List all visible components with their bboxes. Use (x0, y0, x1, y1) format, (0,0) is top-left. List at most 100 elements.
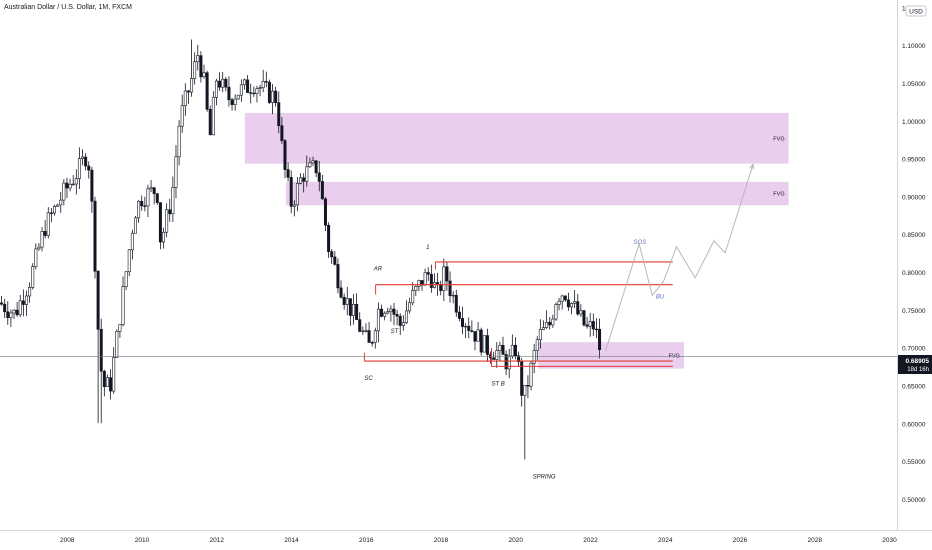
candle-body (461, 318, 465, 327)
candle-body (140, 200, 144, 207)
candle-body (345, 298, 349, 305)
candle-body (414, 286, 418, 291)
candle-body (43, 231, 47, 236)
candle-body (12, 309, 16, 314)
candle-body (364, 330, 368, 332)
price-tick-label: 1.00000 (902, 119, 926, 126)
candle-body (180, 105, 184, 127)
candle-body (112, 357, 116, 392)
candle-body (62, 182, 66, 201)
candle-body (464, 325, 468, 328)
candle-body (513, 344, 517, 357)
price-axis[interactable]: 1.150001.100001.050001.000000.950000.900… (902, 5, 927, 504)
annotation-label: ST B (491, 381, 504, 387)
candle-body (566, 299, 570, 308)
currency-badge[interactable] (905, 5, 927, 17)
candle-body (59, 199, 63, 206)
candle-body (46, 212, 50, 236)
price-tick-label: 0.60000 (902, 421, 926, 428)
candle-body (227, 86, 231, 100)
candle-body (143, 205, 147, 207)
candle-body (84, 156, 88, 167)
candle-body (190, 78, 194, 93)
annotation-label: 1 (426, 245, 429, 251)
candle-body (598, 328, 602, 350)
candle-body (470, 330, 474, 332)
candle-body (292, 204, 296, 207)
candle-body (274, 90, 278, 103)
candle-body (308, 162, 312, 168)
candle-body (507, 355, 511, 370)
candle-body (442, 266, 446, 291)
candle-body (90, 169, 94, 202)
candle-body (401, 322, 405, 326)
candle-body (501, 345, 505, 355)
annotation-label: SC (364, 376, 373, 382)
time-tick-label: 2020 (509, 537, 524, 544)
candle-body (492, 357, 496, 360)
candle-body (105, 377, 109, 387)
candle-body (177, 125, 181, 158)
candle-body (149, 187, 153, 190)
candle-body (579, 310, 583, 315)
candle-body (392, 308, 396, 315)
candle-body (174, 156, 178, 188)
candle-body (473, 331, 477, 342)
candle-body (77, 158, 81, 179)
projection-line (605, 164, 754, 352)
candle-body (230, 99, 234, 105)
candle-body (115, 331, 119, 358)
candle-body (504, 354, 508, 370)
candle-body (367, 330, 371, 343)
candle-body (31, 266, 35, 288)
candle-body (398, 315, 402, 326)
candle-body (554, 304, 558, 320)
candle-body (451, 294, 455, 297)
candle-body (186, 90, 190, 93)
candle-body (573, 301, 577, 304)
candle-body (252, 92, 256, 95)
countdown-label: 18d 16h (907, 367, 929, 373)
candle-body (171, 187, 175, 215)
price-tick-label: 0.85000 (902, 232, 926, 239)
candle-body (529, 362, 533, 387)
candle-body (264, 81, 268, 83)
candle-body (96, 270, 100, 330)
annotation-label: SOS (634, 240, 647, 246)
time-tick-label: 2026 (733, 537, 748, 544)
candle-body (99, 328, 103, 372)
fvg-zone (244, 112, 789, 164)
fvg-label: FVG (773, 136, 784, 142)
candle-body (588, 321, 592, 327)
candle-body (383, 312, 387, 317)
candles (0, 39, 897, 460)
time-axis[interactable]: 2008 2010 2012 2014 2016 2018 2020 2022 2024 2026… (60, 537, 897, 544)
candle-body (548, 321, 552, 326)
candle-body (445, 266, 449, 282)
candle-body (423, 272, 427, 286)
candle-body (34, 248, 38, 267)
candle-body (439, 284, 443, 291)
candle-body (211, 97, 215, 136)
price-tick-label: 1.10000 (902, 43, 926, 50)
candle-body (130, 232, 134, 251)
candle-body (317, 172, 321, 182)
price-tick-label: 0.55000 (902, 459, 926, 466)
candle-body (233, 98, 237, 105)
candle-body (408, 302, 412, 312)
candle-body (479, 329, 483, 353)
candle-body (277, 102, 281, 126)
candle-body (208, 109, 212, 136)
candle-body (330, 251, 334, 258)
time-tick-label: 2022 (583, 537, 598, 544)
candle-body (124, 271, 128, 287)
candle-body (133, 217, 137, 234)
candle-body (267, 81, 271, 103)
candle-body (576, 301, 580, 315)
candle-body (224, 78, 228, 88)
time-tick-label: 2028 (808, 537, 823, 544)
candle-body (236, 94, 240, 100)
price-tick-label: 0.90000 (902, 194, 926, 201)
